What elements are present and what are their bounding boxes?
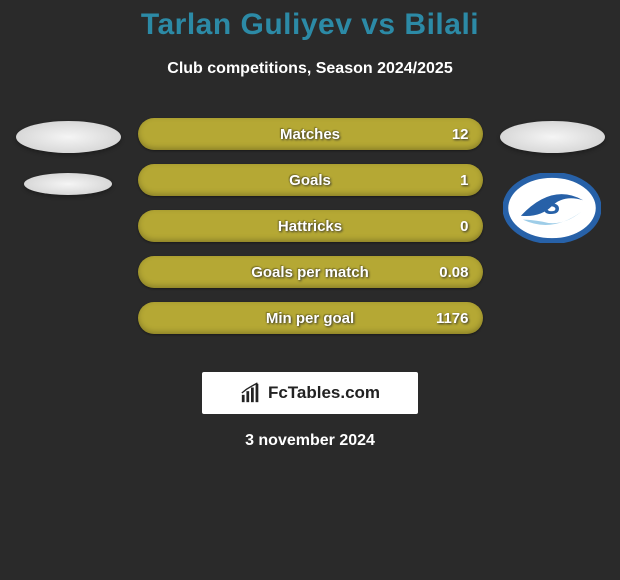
stat-label: Matches: [280, 126, 340, 143]
infographic-container: Tarlan Guliyev vs Bilali Club competitio…: [0, 0, 620, 450]
right-player-badges: S: [492, 113, 612, 249]
stat-value: 0: [460, 218, 468, 235]
stat-value: 12: [452, 126, 469, 143]
svg-text:S: S: [544, 192, 561, 220]
placeholder-badge-icon: [16, 121, 121, 153]
stat-row-goals: Goals 1: [138, 164, 483, 196]
stat-value: 1176: [436, 310, 469, 327]
stats-region: S Matches 12 Goals 1 Hattricks 0 Goals p…: [0, 118, 620, 348]
brand-badge: FcTables.com: [202, 372, 418, 414]
stat-label: Goals per match: [251, 264, 369, 281]
comparison-title: Tarlan Guliyev vs Bilali: [0, 8, 620, 42]
season-subtitle: Club competitions, Season 2024/2025: [0, 60, 620, 78]
stat-row-matches: Matches 12: [138, 118, 483, 150]
stat-row-hattricks: Hattricks 0: [138, 210, 483, 242]
stat-bar-list: Matches 12 Goals 1 Hattricks 0 Goals per…: [138, 118, 483, 334]
bar-chart-icon: [240, 382, 262, 404]
stat-value: 1: [460, 172, 468, 189]
brand-text: FcTables.com: [268, 383, 380, 403]
infographic-date: 3 november 2024: [0, 432, 620, 450]
stat-row-min-per-goal: Min per goal 1176: [138, 302, 483, 334]
placeholder-badge-icon: [24, 173, 112, 195]
club-crest-icon: S: [503, 173, 601, 243]
left-player-badges: [8, 113, 128, 215]
stat-label: Goals: [289, 172, 331, 189]
stat-label: Min per goal: [266, 310, 354, 327]
stat-value: 0.08: [439, 264, 468, 281]
placeholder-badge-icon: [500, 121, 605, 153]
stat-label: Hattricks: [278, 218, 342, 235]
stat-row-goals-per-match: Goals per match 0.08: [138, 256, 483, 288]
